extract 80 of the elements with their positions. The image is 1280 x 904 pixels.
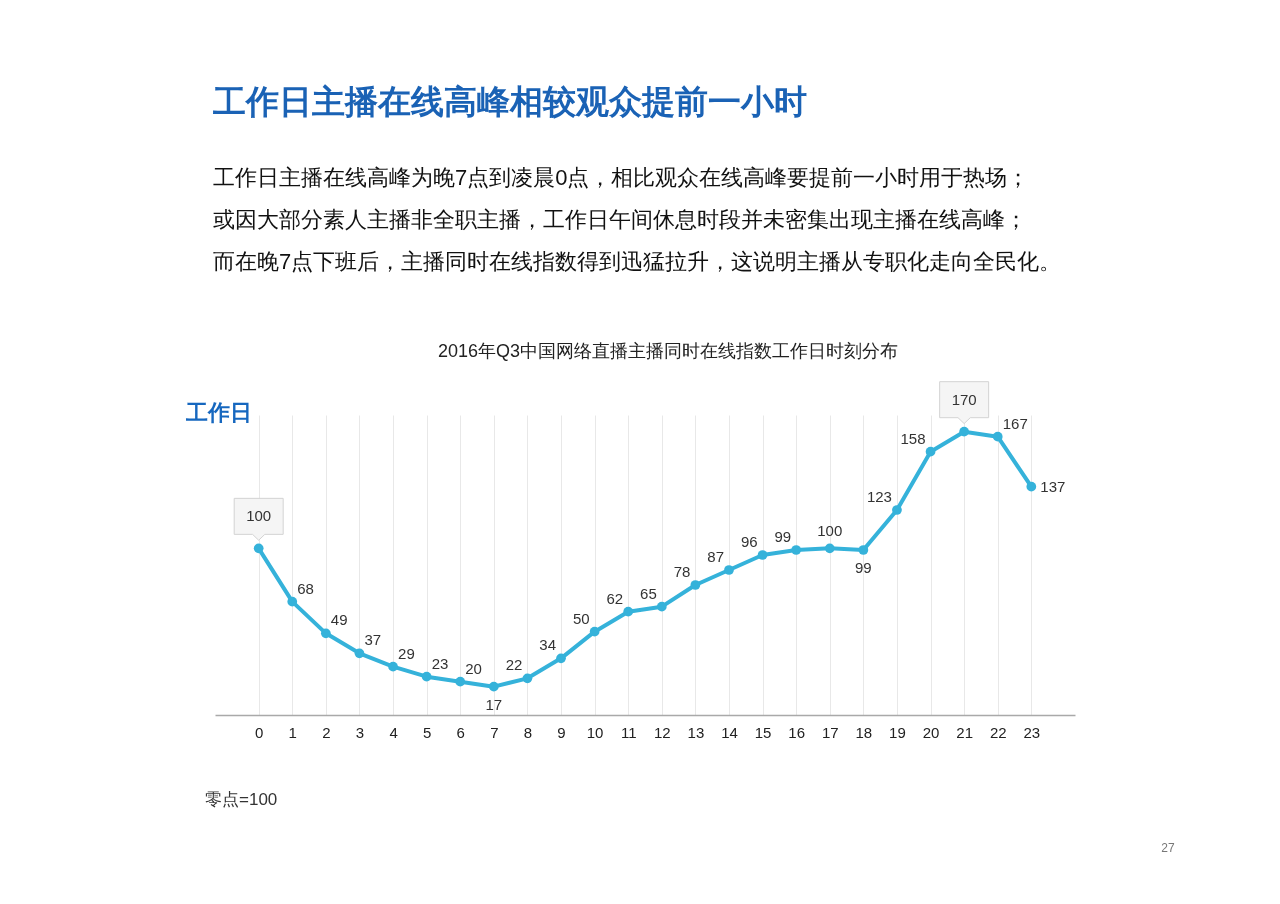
x-tick-label: 9 xyxy=(557,723,566,741)
point xyxy=(656,601,667,612)
x-tick-label: 1 xyxy=(288,723,297,741)
data-label: 23 xyxy=(431,654,449,672)
data-label: 158 xyxy=(900,429,926,447)
x-tick-label: 12 xyxy=(653,723,671,741)
data-label: 99 xyxy=(774,528,792,545)
point xyxy=(253,543,264,554)
point xyxy=(858,545,869,555)
x-tick-label: 11 xyxy=(620,723,637,741)
point xyxy=(556,653,566,664)
data-label: 20 xyxy=(465,659,482,677)
data-label: 123 xyxy=(866,488,892,505)
point xyxy=(287,596,298,607)
data-label: 50 xyxy=(572,609,590,627)
x-tick-label: 10 xyxy=(586,723,604,741)
point xyxy=(488,681,499,692)
data-label: 22 xyxy=(505,656,523,674)
x-tick-label: 6 xyxy=(456,723,465,741)
point xyxy=(354,648,365,659)
chart-title: 工作日主播在线高峰相较观众提前一小时 xyxy=(212,83,807,120)
data-label: 68 xyxy=(297,579,314,597)
point xyxy=(992,431,1003,442)
x-tick-label: 21 xyxy=(956,723,973,741)
data-label: 78 xyxy=(673,563,691,580)
data-label: 99 xyxy=(855,559,872,576)
x-tick-label: 3 xyxy=(355,723,365,741)
data-label: 34 xyxy=(539,636,557,654)
data-label: 87 xyxy=(707,548,724,565)
x-tick-label: 5 xyxy=(422,723,432,741)
x-tick-label: 14 xyxy=(721,723,738,741)
data-label: 49 xyxy=(330,611,348,629)
point xyxy=(623,606,634,617)
data-label: 100 xyxy=(817,522,843,540)
point xyxy=(959,426,970,437)
data-label: 65 xyxy=(640,584,657,602)
x-tick-label: 17 xyxy=(821,723,839,741)
point xyxy=(925,446,936,457)
x-tick-label: 13 xyxy=(687,723,705,741)
point xyxy=(724,565,734,575)
data-label: 37 xyxy=(364,631,382,649)
x-tick-label: 23 xyxy=(1023,723,1041,741)
data-label: 29 xyxy=(398,644,415,662)
x-tick-label: 19 xyxy=(889,723,906,741)
point xyxy=(757,550,768,560)
point xyxy=(690,580,701,590)
point xyxy=(522,673,533,684)
x-tick-label: 18 xyxy=(855,723,873,741)
point xyxy=(589,626,600,637)
text: 工作日 xyxy=(185,400,252,425)
point xyxy=(388,661,398,672)
data-label: 170 xyxy=(951,390,977,408)
data-label: 137 xyxy=(1040,477,1066,495)
point xyxy=(791,545,802,555)
chart-subtitle: 2016年Q3中国网络直播主播同时在线指数工作日时刻分布 xyxy=(437,341,899,361)
x-tick-label: 2 xyxy=(322,723,331,741)
data-label: 62 xyxy=(606,589,624,607)
x-tick-label: 0 xyxy=(255,723,264,741)
point xyxy=(824,543,835,554)
x-tick-label: 22 xyxy=(989,723,1007,741)
point xyxy=(455,676,466,687)
x-tick-label: 7 xyxy=(490,723,499,741)
data-label: 100 xyxy=(246,507,272,525)
x-tick-label: 16 xyxy=(788,723,806,741)
point xyxy=(1026,481,1037,492)
text: 零点=100 xyxy=(205,790,278,809)
data-label: 96 xyxy=(740,533,758,550)
x-tick-label: 20 xyxy=(922,723,940,741)
point xyxy=(320,628,331,639)
point xyxy=(892,505,902,515)
x-tick-label: 8 xyxy=(523,723,533,741)
text: 工作日主播在线高峰为晚7点到凌晨0点，相比观众在线高峰要提前一小时用于热场； xyxy=(213,165,1030,190)
text: 而在晚7点下班后，主播同时在线指数得到迅猛拉升，这说明主播从专职化走向全民化。 xyxy=(213,249,1062,274)
text: 27 xyxy=(1161,841,1175,855)
point xyxy=(421,671,432,682)
data-label: 17 xyxy=(485,695,503,713)
data-label: 167 xyxy=(1002,414,1028,432)
x-tick-label: 15 xyxy=(754,723,772,741)
x-tick-label: 4 xyxy=(389,723,398,741)
text: 或因大部分素人主播非全职主播，工作日午间休息时段并未密集出现主播在线高峰； xyxy=(213,207,1027,232)
